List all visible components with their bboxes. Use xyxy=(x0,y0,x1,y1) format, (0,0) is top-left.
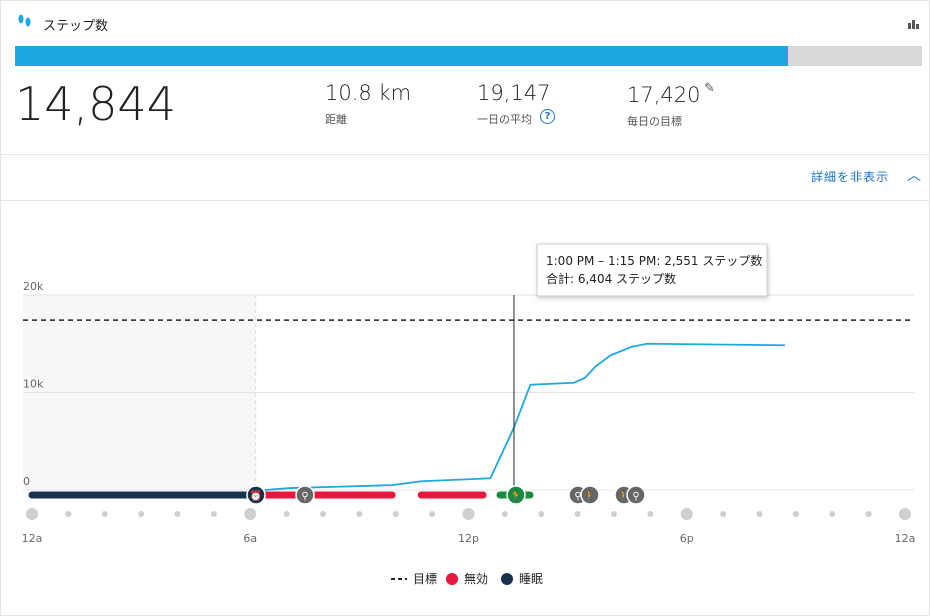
activity-glyph: ⚲ xyxy=(574,491,581,502)
activity-icon xyxy=(295,485,315,505)
steps-icon xyxy=(17,13,31,29)
divider xyxy=(1,154,929,155)
activity-glyph: ⏰ xyxy=(250,489,262,502)
distance-label: 距離 xyxy=(325,113,347,126)
activity-icon xyxy=(626,485,646,505)
progress-fill xyxy=(15,46,788,66)
chart-icon[interactable] xyxy=(907,15,921,29)
legend-inactive-swatch xyxy=(446,573,458,585)
title: ステップ数 xyxy=(43,19,109,34)
legend-label: 睡眠 xyxy=(519,572,543,586)
legend-sleep-swatch xyxy=(501,573,513,585)
activity-icon xyxy=(506,485,526,505)
x-tick-label: 6p xyxy=(680,532,694,545)
hour-dot xyxy=(429,511,436,517)
activity-glyph: 🚶 xyxy=(584,489,596,502)
edit-icon[interactable]: ✎ xyxy=(704,81,715,96)
hour-dot xyxy=(611,511,617,517)
activity-icon xyxy=(246,485,266,505)
hour-dot xyxy=(210,511,217,517)
hour-dot xyxy=(283,511,290,517)
y-tick-label: 0 xyxy=(23,475,30,488)
toggle-chevron[interactable]: ︿ xyxy=(907,168,921,184)
activity-icon xyxy=(580,485,600,505)
y-tick-label: 20k xyxy=(23,280,44,293)
hour-dot xyxy=(26,508,38,520)
hour-dot xyxy=(829,511,836,517)
average-label: 一日の平均 xyxy=(477,113,532,126)
hour-dot xyxy=(356,511,363,517)
hour-dot xyxy=(899,508,911,520)
progress-track xyxy=(15,46,922,66)
average: 19,147 xyxy=(477,81,551,105)
hour-dot xyxy=(756,511,763,517)
hour-dot xyxy=(65,511,72,517)
tooltip-line: 合計: 6,404 ステップ数 xyxy=(546,271,676,286)
hour-dot xyxy=(501,511,508,517)
x-tick-label: 6a xyxy=(243,532,257,545)
legend-label: 目標 xyxy=(413,572,437,586)
x-tick-label: 12p xyxy=(458,532,479,545)
x-tick-label: 12a xyxy=(895,532,916,545)
activity-glyph: ⚲ xyxy=(632,491,639,502)
activity-glyph: ⚲ xyxy=(301,491,308,502)
hour-dot xyxy=(792,511,799,517)
tooltip-line: 1:00 PM – 1:15 PM: 2,551 ステップ数 xyxy=(546,253,762,268)
hour-dot xyxy=(538,511,545,517)
hour-dot xyxy=(647,511,654,517)
hour-dot xyxy=(174,511,181,517)
hour-dot xyxy=(720,511,727,517)
hour-dot xyxy=(244,508,257,520)
step-line xyxy=(264,342,785,491)
goal: 17,420 xyxy=(627,83,701,107)
toggle-details[interactable]: 詳細を非表示 xyxy=(811,170,890,184)
steps-value: 14,844 xyxy=(15,77,176,131)
x-tick-label: 12a xyxy=(22,532,43,545)
activity-glyph: 🏃 xyxy=(510,489,522,502)
help-icon[interactable]: ? xyxy=(540,109,555,124)
divider xyxy=(1,200,929,201)
hour-dot xyxy=(320,511,326,517)
hour-dot xyxy=(101,511,108,517)
hour-dot xyxy=(138,511,145,517)
y-tick-label: 10k xyxy=(23,378,44,391)
hour-dot xyxy=(574,511,581,517)
tooltip-box xyxy=(536,243,768,297)
goal-label: 毎日の目標 xyxy=(627,115,682,128)
hour-dot xyxy=(462,508,475,520)
legend-label: 無効 xyxy=(464,571,488,586)
hour-dot xyxy=(865,511,872,517)
hour-dot xyxy=(392,511,399,517)
distance: 10.8 km xyxy=(325,81,412,105)
hour-dot xyxy=(680,508,693,520)
